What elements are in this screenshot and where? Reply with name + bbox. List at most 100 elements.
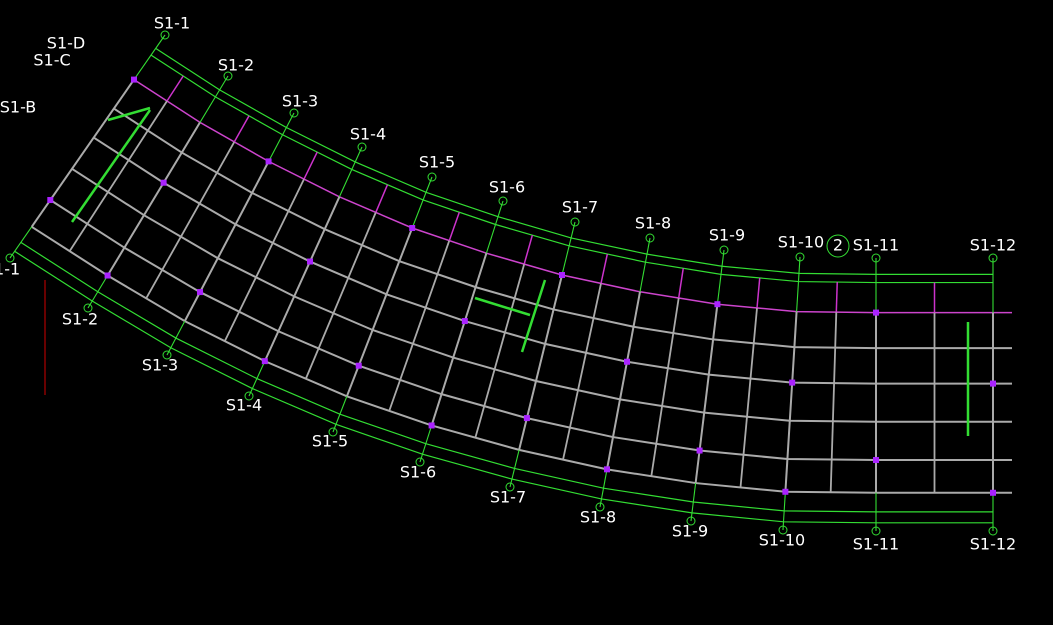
magenta-tick xyxy=(523,234,534,265)
axis-label: S1-7 xyxy=(490,488,526,507)
magenta-tick xyxy=(600,253,609,284)
axis-bubble xyxy=(160,30,170,40)
axis-bubble xyxy=(988,253,998,263)
column-node xyxy=(160,179,167,186)
column-node xyxy=(409,225,416,231)
axis-label: S1-5 xyxy=(419,153,455,172)
column-node xyxy=(624,358,630,365)
axis-bubble xyxy=(415,457,425,467)
column-node xyxy=(131,76,137,83)
axis-label: S1-10 xyxy=(778,233,824,252)
axis-bubble xyxy=(719,245,729,255)
axis-label: S1-9 xyxy=(672,522,708,541)
axis-label: S1-6 xyxy=(400,463,436,482)
axis-bubble xyxy=(570,217,580,227)
column-node xyxy=(104,272,111,279)
axis-bubble xyxy=(244,391,254,401)
axis-label: S1-3 xyxy=(282,92,318,111)
column-node xyxy=(265,158,272,165)
axis-label: S1-9 xyxy=(709,226,745,245)
axis-bubble xyxy=(871,526,881,536)
axis-label: S1-D xyxy=(47,34,85,53)
axis-bubble xyxy=(988,526,998,536)
grid-curve xyxy=(20,241,993,513)
axis-label: S1-C xyxy=(33,51,70,70)
column-node xyxy=(604,466,610,473)
secondary-beam xyxy=(145,141,236,299)
column-node xyxy=(873,457,879,464)
axis-label: S1-6 xyxy=(489,178,525,197)
axis-label: S1-1 xyxy=(0,260,20,279)
main-beam xyxy=(106,121,201,277)
axis-label: S1-7 xyxy=(562,198,598,217)
highlight-beam xyxy=(107,106,151,122)
axis-bubble xyxy=(795,252,805,262)
main-beam xyxy=(784,311,798,492)
axis-bubble xyxy=(357,142,367,152)
axis-bubble xyxy=(595,502,605,512)
axis-label: S1-4 xyxy=(350,125,386,144)
axis-bubble xyxy=(427,172,437,182)
axis-labels: S1-1 S1-2 S1-3 S1-4 S1-5 S1-6 S1-7 S1-8 S1-9 S1-1… xyxy=(0,14,1016,554)
column-node xyxy=(990,489,996,496)
axis-bubble xyxy=(162,350,172,360)
column-node xyxy=(428,422,435,429)
column-node xyxy=(355,362,362,369)
column-node xyxy=(197,289,204,296)
secondary-beam xyxy=(562,283,602,460)
column-node xyxy=(461,318,468,325)
secondary-beam xyxy=(739,307,758,488)
plan-geometry xyxy=(5,30,1012,536)
main-beam xyxy=(606,291,641,470)
axis-label: S1-11 xyxy=(853,535,899,554)
magenta-tick xyxy=(677,268,685,299)
grid-curve xyxy=(14,250,993,524)
axis-bubble xyxy=(5,253,15,263)
secondary-beam xyxy=(68,100,168,252)
column-node xyxy=(873,309,879,316)
column-node xyxy=(782,488,789,495)
axis-label: S1-11 xyxy=(853,236,899,255)
main-beam xyxy=(263,196,341,362)
column-node xyxy=(990,380,996,387)
axis-bubble xyxy=(871,253,881,263)
axis-label: S1-B xyxy=(0,98,36,117)
axis-label: S1-2 xyxy=(218,56,254,75)
highlight-beam xyxy=(70,109,152,223)
column-node xyxy=(47,197,54,204)
column-node xyxy=(714,301,721,308)
secondary-beam xyxy=(388,240,451,412)
column-node xyxy=(696,447,703,454)
axis-bubble xyxy=(223,71,233,81)
axis-label: S1-10 xyxy=(759,531,805,550)
column-node xyxy=(559,272,565,278)
magenta-tick xyxy=(303,151,318,180)
label-bubble xyxy=(826,234,850,258)
axis-bubble xyxy=(498,196,508,206)
axis-label: S1-4 xyxy=(226,396,262,415)
magenta-tick xyxy=(756,277,761,308)
axis-bubble xyxy=(686,516,696,526)
column-node xyxy=(307,258,314,265)
axis-label: S1-8 xyxy=(635,214,671,233)
axis-label: S1-2 xyxy=(62,310,98,329)
magenta-tick xyxy=(233,115,250,143)
column-node xyxy=(789,379,796,386)
axis-bubble xyxy=(645,233,655,243)
axis-label: S1-12 xyxy=(970,236,1016,255)
secondary-beam xyxy=(223,178,305,342)
secondary-beam xyxy=(650,297,680,477)
magenta-tick xyxy=(166,75,184,102)
axis-bubble xyxy=(328,427,338,437)
magenta-tick xyxy=(375,184,389,213)
axis-label: S1-5 xyxy=(312,432,348,451)
axis-bubble xyxy=(83,303,93,313)
secondary-beam xyxy=(829,312,838,493)
column-node xyxy=(523,415,530,422)
axis-label: S1-3 xyxy=(142,356,178,375)
magenta-tick xyxy=(448,211,461,241)
main-beam xyxy=(430,252,488,426)
highlight-beam xyxy=(520,279,547,353)
column-node xyxy=(261,358,268,365)
